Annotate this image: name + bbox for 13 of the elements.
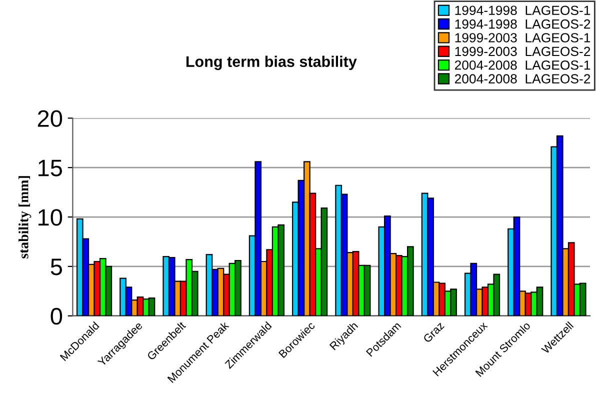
legend-label: 1999-2003 LAGEOS-2 <box>455 46 590 56</box>
y-axis-title: stability [mm] <box>18 176 32 258</box>
legend-label: 1994-1998 LAGEOS-2 <box>455 19 590 29</box>
legend-label: 2004-2008 LAGEOS-1 <box>454 60 590 70</box>
legend-label: 2004-2008 LAGEOS-2 <box>454 74 590 84</box>
chart-title: Long term bias stability <box>186 56 357 70</box>
y-tick-label: 10 <box>38 209 62 226</box>
legend-label: 1999-2003 LAGEOS-1 <box>455 33 590 42</box>
y-tick-label: 5 <box>50 258 62 276</box>
legend-label: 1994-1998 LAGEOS-1 <box>455 6 590 16</box>
y-tick-label: 0 <box>50 308 62 325</box>
y-tick-label: 20 <box>38 110 62 127</box>
y-tick-label: 15 <box>38 160 62 176</box>
